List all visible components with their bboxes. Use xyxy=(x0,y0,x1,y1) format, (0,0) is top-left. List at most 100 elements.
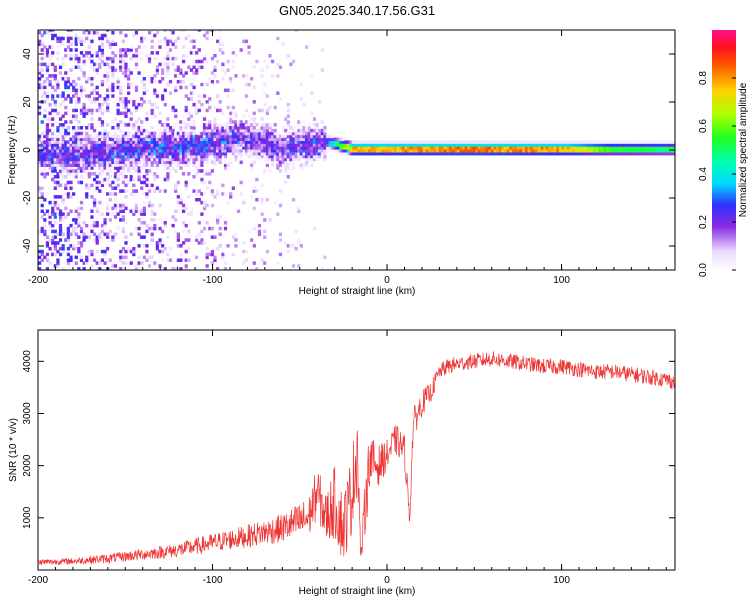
spectrogram-cell xyxy=(145,244,149,248)
spectrogram-cell xyxy=(189,131,194,136)
spectrogram-cell xyxy=(281,151,285,156)
spectrogram-cell xyxy=(74,140,78,144)
spectrogram-cell xyxy=(66,45,71,49)
spectrogram-cell xyxy=(171,56,175,61)
spectrogram-cell xyxy=(132,126,136,130)
spectrogram-cell xyxy=(168,146,173,150)
spectrogram-cell xyxy=(72,117,76,121)
spectrogram-cell xyxy=(582,149,586,153)
spectrogram-cell xyxy=(291,244,296,248)
spectrogram-cell xyxy=(87,238,91,242)
spectrogram-cell xyxy=(176,149,180,153)
spectrogram-cell xyxy=(229,140,233,144)
spectrogram-cell xyxy=(171,157,175,162)
spectrogram-cell xyxy=(242,241,246,245)
spectrogram-cell xyxy=(299,154,303,159)
spectrogram-cell xyxy=(174,154,178,159)
spectrogram-cell xyxy=(163,126,167,130)
spectrogram-cell xyxy=(155,51,160,55)
spectrogram-cell xyxy=(236,143,241,147)
spectrogram-cell xyxy=(124,189,128,193)
spectrogram-cell xyxy=(95,85,99,90)
spectrogram-cell xyxy=(270,59,275,64)
spectrogram-cell xyxy=(153,218,157,222)
spectrogram-cell xyxy=(82,30,86,35)
spectrogram-cell xyxy=(289,143,293,147)
spectrogram-cell xyxy=(51,117,55,121)
spectrogram-cell xyxy=(370,151,374,156)
spectrogram-cell xyxy=(82,238,86,242)
spectrogram-cell xyxy=(286,149,290,153)
spectrogram-cell xyxy=(218,36,222,41)
spectrogram-cell xyxy=(77,151,81,156)
spectrogram-cell xyxy=(171,223,175,228)
colorbar-tick-label: 0.0 xyxy=(698,263,709,277)
spectrogram-cell xyxy=(127,160,131,165)
spectrogram-cell xyxy=(168,258,173,262)
spectrogram-cell xyxy=(145,160,149,165)
spectrogram-cell xyxy=(551,151,555,156)
spectrogram-cell xyxy=(579,149,584,153)
spectrogram-cell xyxy=(92,149,97,153)
spectrogram-cell xyxy=(263,143,267,147)
spectrogram-cell xyxy=(127,180,131,185)
spectrogram-cell xyxy=(661,151,665,156)
spectrogram-cell xyxy=(64,131,68,136)
spectrogram-cell xyxy=(95,223,99,228)
spectrogram-cell xyxy=(69,36,73,41)
spectrogram-cell xyxy=(181,74,186,78)
spectrogram-cell xyxy=(551,143,555,147)
spectrogram-cell xyxy=(443,149,447,153)
spectrogram-cell xyxy=(74,56,78,61)
spectrogram-cell xyxy=(252,261,256,265)
spectrogram-cell xyxy=(627,149,631,153)
spectrogram-cell xyxy=(268,123,272,127)
spectrogram-cell xyxy=(197,140,201,144)
spectrogram-cell xyxy=(48,140,52,144)
spectrogram-cell xyxy=(200,146,204,150)
spectrogram-cell xyxy=(119,137,123,141)
spectrogram-cell xyxy=(142,255,146,260)
spectrogram-cell xyxy=(399,146,403,150)
spectrogram-cell xyxy=(108,88,112,93)
spectrogram-cell xyxy=(530,149,534,153)
spectrogram-cell xyxy=(236,151,241,156)
spectrogram-cell xyxy=(66,48,71,52)
spectrogram-cell xyxy=(328,134,332,139)
spectrogram-cell xyxy=(134,134,139,139)
spectrogram-cell xyxy=(127,137,131,141)
spectrogram-cell xyxy=(51,212,55,216)
spectrogram-cell xyxy=(496,146,500,150)
spectrogram-cell xyxy=(181,45,186,49)
spectrogram-cell xyxy=(291,131,296,136)
spectrogram-cell xyxy=(331,137,335,141)
spectrogram-cell xyxy=(66,212,71,216)
spectrogram-cell xyxy=(38,39,42,44)
spectrogram-cell xyxy=(226,143,230,147)
spectrogram-cell xyxy=(195,166,199,170)
spectrogram-cell xyxy=(509,151,513,156)
spectrogram-cell xyxy=(297,137,301,141)
spectrogram-cell xyxy=(145,258,149,262)
spectrogram-cell xyxy=(373,143,377,147)
spectrogram-cell xyxy=(119,140,123,144)
spectrogram-cell xyxy=(624,149,628,153)
spectrogram-cell xyxy=(305,143,309,147)
spectrogram-cell xyxy=(323,131,327,136)
spectrogram-cell xyxy=(58,102,63,107)
spectrogram-cell xyxy=(69,149,73,153)
spectrogram-cell xyxy=(87,108,91,113)
spectrogram-cell xyxy=(69,82,73,87)
spectrogram-cell xyxy=(38,186,42,190)
spectrogram-cell xyxy=(69,223,73,228)
spectrogram-cell xyxy=(45,137,50,141)
spectrogram-cell xyxy=(119,111,123,116)
spectrogram-cell xyxy=(339,146,343,150)
spectrogram-cell xyxy=(103,160,107,165)
spectrogram-cell xyxy=(166,65,170,69)
spectrogram-cell xyxy=(64,97,68,101)
spectrogram-cell xyxy=(263,157,267,162)
spectrogram-cell xyxy=(278,203,283,208)
spectrogram-cell xyxy=(216,143,220,147)
spectrogram-cell xyxy=(90,249,94,254)
